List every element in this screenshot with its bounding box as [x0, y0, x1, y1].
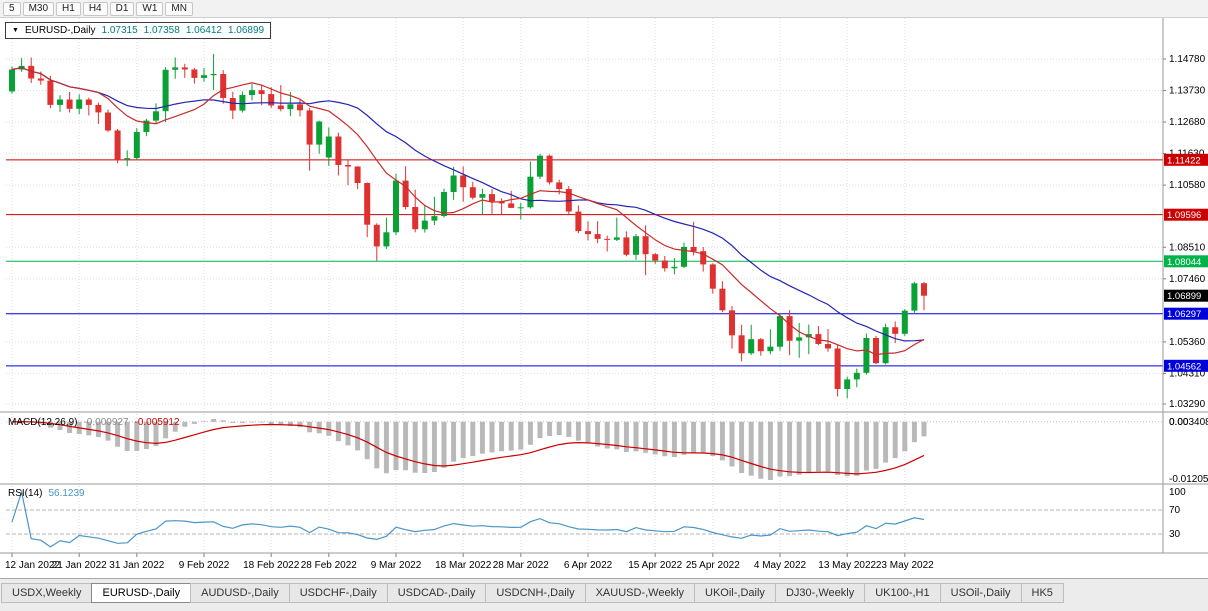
- tab-dj30-weekly[interactable]: DJ30-,Weekly: [774, 583, 866, 603]
- price-tick-label: 1.08510: [1169, 242, 1206, 253]
- date-label: 18 Feb 2022: [243, 560, 300, 571]
- timeframe-button-h4[interactable]: H4: [82, 1, 108, 16]
- price-level-label: 1.08044: [1164, 255, 1208, 268]
- rsi-axis-label: 70: [1169, 505, 1181, 516]
- price-tick-label: 1.03290: [1169, 399, 1206, 410]
- tab-ukoil-daily[interactable]: UKOil-,Daily: [694, 583, 776, 603]
- date-label: 23 May 2022: [876, 560, 934, 571]
- macd-main-value: -0.000927: [83, 417, 129, 428]
- chart-symbol-label: EURUSD-,Daily: [24, 25, 96, 36]
- macd-title: MACD(12,26,9): [8, 417, 78, 428]
- tab-usdchf-daily[interactable]: USDCHF-,Daily: [288, 583, 388, 603]
- chart-area[interactable]: 12 Jan 2022 21 Jan 2022 31 Jan 2022 9 Feb 2…: [0, 18, 1208, 578]
- price-level-label: 1.11422: [1164, 153, 1208, 166]
- tab-usoil-daily[interactable]: USOil-,Daily: [939, 583, 1022, 603]
- date-label: 25 Apr 2022: [686, 560, 740, 571]
- timeframe-button-5[interactable]: 5: [3, 1, 21, 16]
- timeframe-button-d1[interactable]: D1: [109, 1, 135, 16]
- price-level-label: 1.04562: [1164, 359, 1208, 372]
- tab-uk100-h1[interactable]: UK100-,H1: [864, 583, 941, 603]
- timeframe-button-m30[interactable]: M30: [22, 1, 55, 16]
- macd-axis-max: 0.003408: [1169, 417, 1208, 428]
- tab-audusd-daily[interactable]: AUDUSD-,Daily: [190, 583, 290, 603]
- svg-text:1.08044: 1.08044: [1167, 257, 1201, 268]
- rsi-axis-label: 100: [1169, 487, 1186, 498]
- price-tick-label: 1.05360: [1169, 337, 1206, 348]
- ohlc-low: 1.06412: [185, 25, 222, 36]
- date-label: 31 Jan 2022: [109, 560, 164, 571]
- macd-axis-min: -0.012058: [1169, 474, 1208, 485]
- price-tick-label: 1.10580: [1169, 180, 1206, 191]
- price-tick-label: 1.12680: [1169, 117, 1206, 128]
- price-tick-label: 1.14780: [1169, 54, 1206, 65]
- date-label: 9 Feb 2022: [179, 560, 230, 571]
- ohlc-close: 1.06899: [227, 25, 265, 36]
- price-level-label: 1.06297: [1164, 307, 1208, 320]
- tab-usdcad-daily[interactable]: USDCAD-,Daily: [386, 583, 487, 603]
- date-label: 9 Mar 2022: [371, 560, 422, 571]
- svg-text:1.04562: 1.04562: [1167, 361, 1201, 372]
- macd-axis-zero: 0.00: [1169, 417, 1189, 428]
- svg-text:1.06899: 1.06899: [1167, 291, 1201, 302]
- indicators-layer: [6, 419, 1163, 548]
- rsi-indicator-label: RSI(14) 56.1239: [8, 488, 85, 499]
- date-label: 18 Mar 2022: [435, 560, 492, 571]
- rsi-value: 56.1239: [48, 488, 85, 499]
- date-label: 28 Mar 2022: [493, 560, 550, 571]
- tab-eurusd-daily[interactable]: EURUSD-,Daily: [91, 583, 192, 603]
- rsi-title: RSI(14): [8, 488, 43, 499]
- macd-indicator-label: MACD(12,26,9) -0.000927 -0.005912: [8, 417, 180, 428]
- chart-tab-bar: USDX,Weekly EURUSD-,Daily AUDUSD-,Daily USD…: [0, 578, 1208, 611]
- ohlc-high: 1.07358: [143, 25, 180, 36]
- date-label: 12 Jan 2022: [5, 560, 60, 571]
- symbol-dropdown-icon[interactable]: ▼: [12, 27, 19, 34]
- svg-text:1.09596: 1.09596: [1167, 210, 1201, 221]
- price-tick-label: 1.04310: [1169, 368, 1206, 379]
- date-label: 4 May 2022: [754, 560, 807, 571]
- moving-averages-layer: [11, 67, 925, 356]
- price-level-label: 1.06899: [1164, 289, 1208, 302]
- svg-text:1.11422: 1.11422: [1167, 155, 1201, 166]
- date-label: 13 May 2022: [818, 560, 876, 571]
- date-label: 28 Feb 2022: [301, 560, 358, 571]
- tab-usdcnh-daily[interactable]: USDCNH-,Daily: [485, 583, 586, 603]
- tab-usdx-weekly[interactable]: USDX,Weekly: [1, 583, 93, 603]
- timeframe-button-h1[interactable]: H1: [56, 1, 81, 16]
- timeframe-toolbar: 5 M30 H1 H4 D1 W1 MN: [0, 0, 1208, 18]
- timeframe-button-mn[interactable]: MN: [165, 1, 193, 16]
- macd-signal-value: -0.005912: [134, 417, 180, 428]
- price-level-label: 1.09596: [1164, 208, 1208, 221]
- rsi-axis-label: 30: [1169, 529, 1181, 540]
- price-tick-label: 1.13730: [1169, 86, 1206, 97]
- svg-text:1.06297: 1.06297: [1167, 309, 1201, 320]
- tab-xauusd-weekly[interactable]: XAUUSD-,Weekly: [584, 583, 696, 603]
- levels-layer: [6, 159, 1163, 367]
- price-tick-label: 1.07460: [1169, 274, 1206, 285]
- date-label: 6 Apr 2022: [564, 560, 613, 571]
- date-label: 21 Jan 2022: [52, 560, 107, 571]
- chart-symbol-box: ▼ EURUSD-,Daily 1.07315 1.07358 1.06412 …: [5, 22, 272, 39]
- date-label: 15 Apr 2022: [628, 560, 682, 571]
- tab-hk5[interactable]: HK5: [1020, 583, 1064, 603]
- timeframe-button-w1[interactable]: W1: [136, 1, 164, 16]
- grid-layer: [6, 18, 1163, 553]
- candlesticks-layer: [9, 53, 927, 399]
- ohlc-open: 1.07315: [101, 25, 138, 36]
